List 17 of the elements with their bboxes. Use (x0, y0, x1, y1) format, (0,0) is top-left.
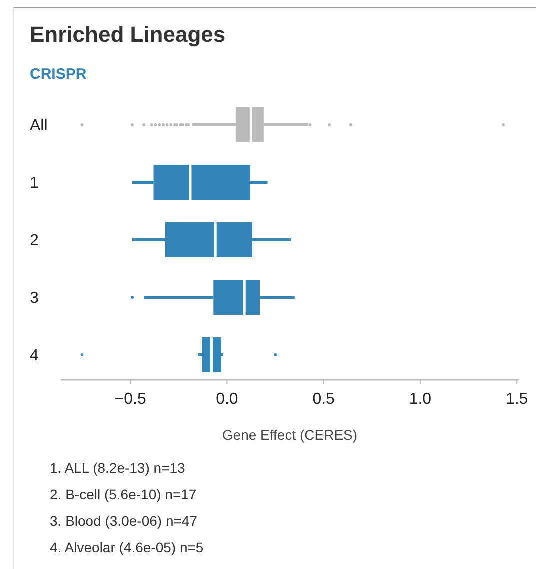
x-tick-label: 1.5 (506, 391, 528, 408)
chart-title: Enriched Lineages (30, 22, 226, 47)
y-tick-label: 3 (30, 290, 39, 308)
chart-subtitle: CRISPR (30, 66, 87, 83)
text: 2. B-cell (5.6e-10) n=17 (50, 486, 197, 502)
y-tick-label: 4 (30, 348, 39, 365)
text: 4. Alveolar (4.6e-05) n=5 (50, 540, 204, 556)
text: 1. ALL (8.2e-13) n=13 (50, 460, 186, 476)
x-tick-label: 0.5 (312, 391, 336, 408)
x-tick-label: 1.0 (409, 391, 432, 408)
x-tick-label: −0.5 (114, 391, 146, 408)
x-axis-title: Gene Effect (CERES) (222, 427, 358, 443)
text: 3. Blood (3.0e-06) n=47 (50, 513, 198, 529)
y-tick-label: 1 (30, 175, 39, 192)
y-tick-label: 2 (30, 232, 39, 250)
y-tick-label: All (30, 118, 48, 135)
x-tick-label: 0.0 (216, 391, 238, 408)
